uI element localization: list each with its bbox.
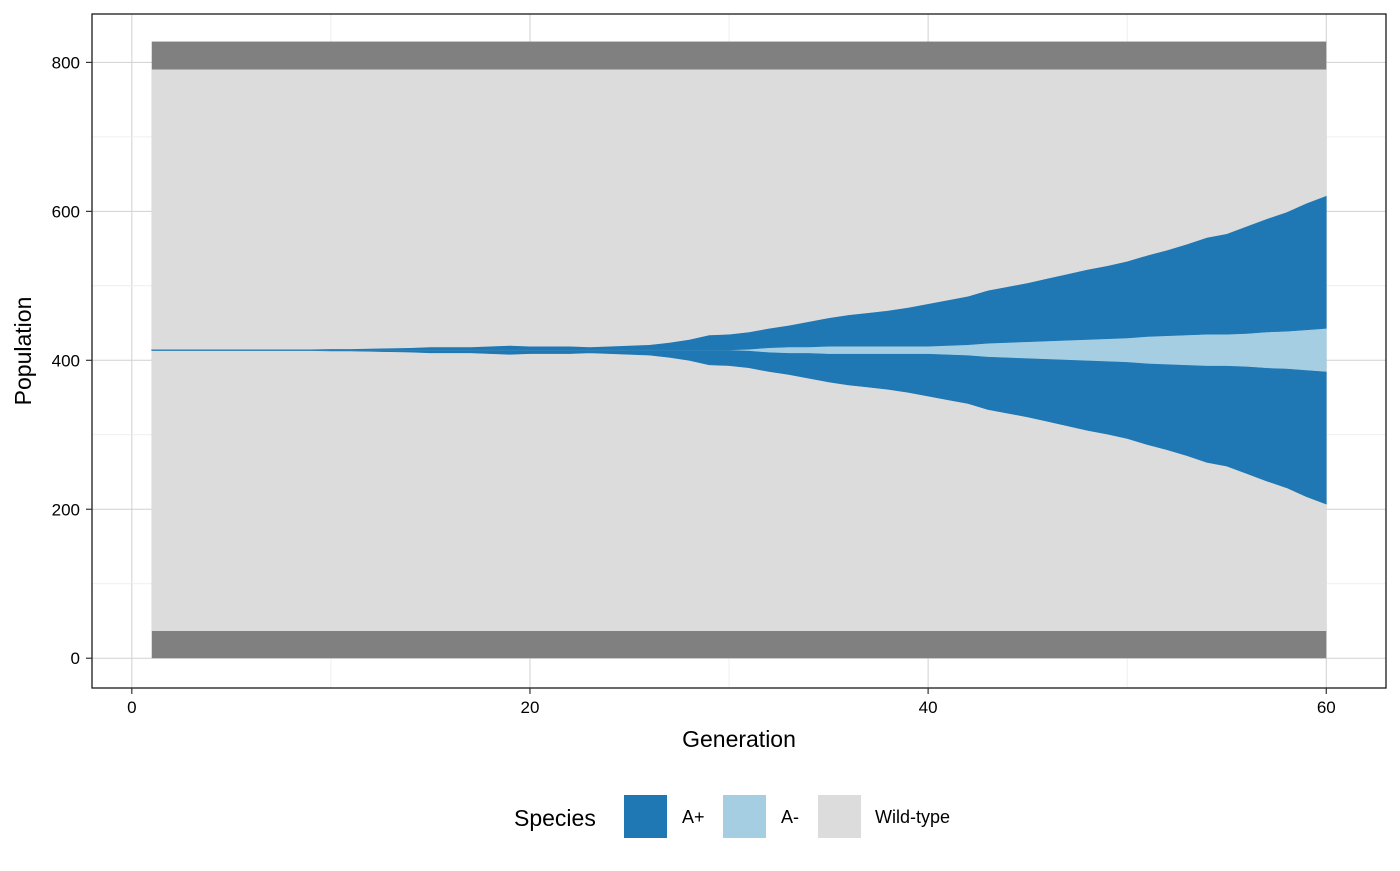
legend-key <box>818 795 861 838</box>
y-tick-label: 200 <box>52 500 80 519</box>
x-axis-title: Generation <box>682 726 796 752</box>
band-lower <box>151 630 1327 659</box>
stacked-areas <box>151 69 1327 631</box>
legend-entry-label: A- <box>781 807 799 827</box>
x-tick-label: 40 <box>919 698 938 717</box>
legend-title: Species <box>514 805 596 831</box>
y-tick-label: 400 <box>52 351 80 370</box>
y-tick-label: 600 <box>52 202 80 221</box>
x-tick-label: 0 <box>127 698 136 717</box>
band-upper <box>151 41 1327 70</box>
legend-key <box>624 795 667 838</box>
y-axis-title: Population <box>10 297 36 406</box>
population-band <box>151 41 1327 659</box>
legend-entry-label: Wild-type <box>875 807 950 827</box>
x-tick-label: 20 <box>521 698 540 717</box>
y-tick-label: 0 <box>71 649 80 668</box>
plot-panel-border <box>91 13 1387 689</box>
x-tick-label: 60 <box>1317 698 1336 717</box>
legend: Species A+ A- Wild-type <box>514 795 950 838</box>
y-tick-label: 800 <box>52 53 80 72</box>
legend-entry-label: A+ <box>682 807 705 827</box>
legend-key <box>723 795 766 838</box>
area-wild-type-upper <box>151 69 1327 350</box>
